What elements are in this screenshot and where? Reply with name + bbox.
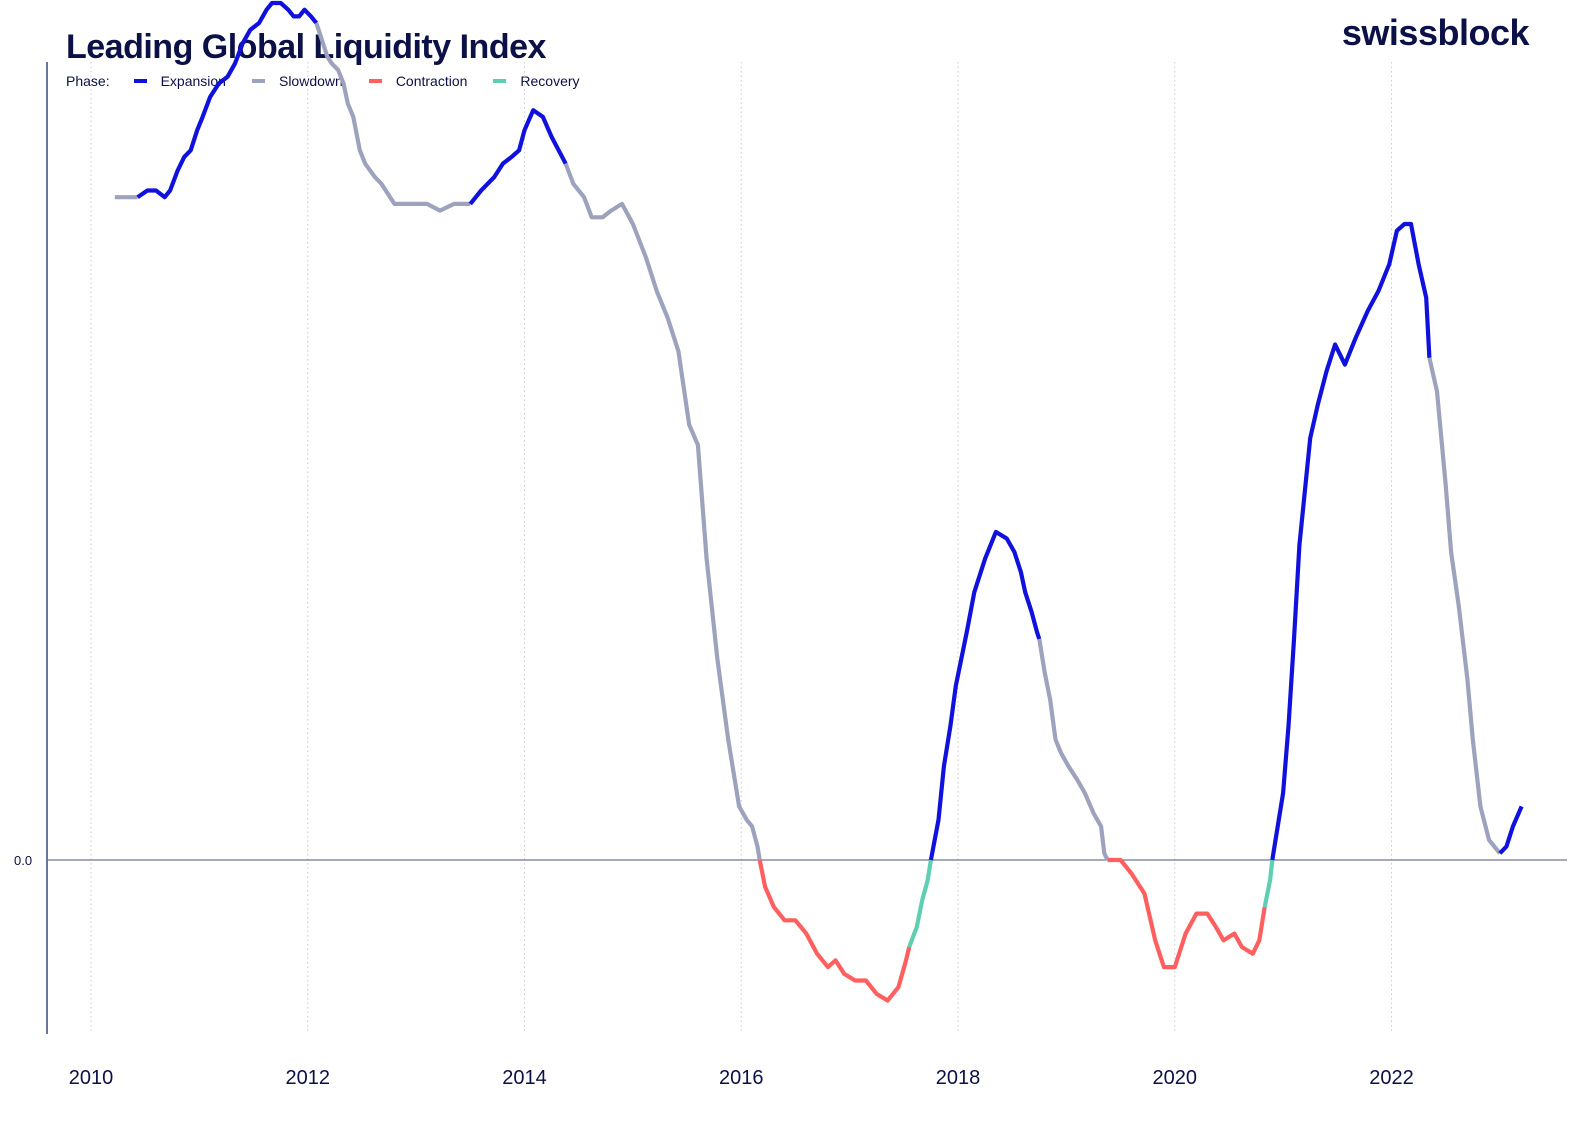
legend: Phase: Expansion Slowdown Contraction Re… — [66, 73, 606, 89]
x-tick-label-2020: 2020 — [1153, 1067, 1198, 1089]
series-line-expansion-13 — [1498, 805, 1524, 855]
series-line-recovery-6 — [907, 859, 933, 948]
series-line-contraction-9 — [1107, 857, 1267, 970]
legend-swatch-contraction — [368, 79, 382, 83]
series-line-slowdown-4 — [563, 162, 762, 861]
legend-swatch-slowdown — [251, 79, 265, 83]
x-tick-label-2012: 2012 — [286, 1067, 331, 1089]
x-tick-label-2010: 2010 — [69, 1067, 114, 1089]
grid-lines — [90, 62, 1392, 1034]
series-line-expansion-7 — [928, 529, 1042, 861]
legend-swatch-recovery — [493, 79, 507, 83]
series-line-expansion-1 — [136, 0, 319, 200]
legend-lead-label: Phase: — [66, 73, 110, 89]
series-line-contraction-5 — [757, 859, 912, 1003]
y-tick-labels: 0.0 — [14, 853, 32, 868]
legend-swatch-expansion — [133, 79, 147, 83]
legend-label-contraction: Contraction — [395, 73, 468, 89]
x-tick-label-2014: 2014 — [502, 1067, 547, 1089]
chart-title: Leading Global Liquidity Index — [66, 28, 546, 66]
x-tick-label-2022: 2022 — [1369, 1067, 1414, 1089]
legend-label-slowdown: Slowdown — [278, 73, 343, 89]
legend-item-contraction: Contraction — [368, 73, 468, 89]
legend-item-expansion: Expansion — [133, 73, 226, 89]
series-line-slowdown-12 — [1427, 357, 1502, 855]
legend-item-slowdown: Slowdown — [251, 73, 343, 89]
series-line-expansion-11 — [1270, 221, 1432, 861]
series-line-expansion-3 — [468, 108, 568, 206]
brand-logo: swissblock — [1341, 12, 1530, 53]
x-tick-label-2016: 2016 — [719, 1067, 764, 1089]
series-group — [114, 0, 1524, 1003]
legend-label-expansion: Expansion — [160, 73, 226, 89]
series-line-slowdown-2 — [314, 22, 471, 213]
series-line-recovery-10 — [1262, 859, 1275, 908]
x-tick-labels: 2010 2012 2014 2016 2018 2020 2022 — [69, 1067, 1414, 1089]
legend-item-recovery: Recovery — [493, 73, 580, 89]
x-tick-label-2018: 2018 — [936, 1067, 981, 1089]
y-tick-label-0.0: 0.0 — [14, 853, 32, 868]
series-line-slowdown-8 — [1037, 638, 1110, 861]
legend-label-recovery: Recovery — [520, 73, 580, 89]
